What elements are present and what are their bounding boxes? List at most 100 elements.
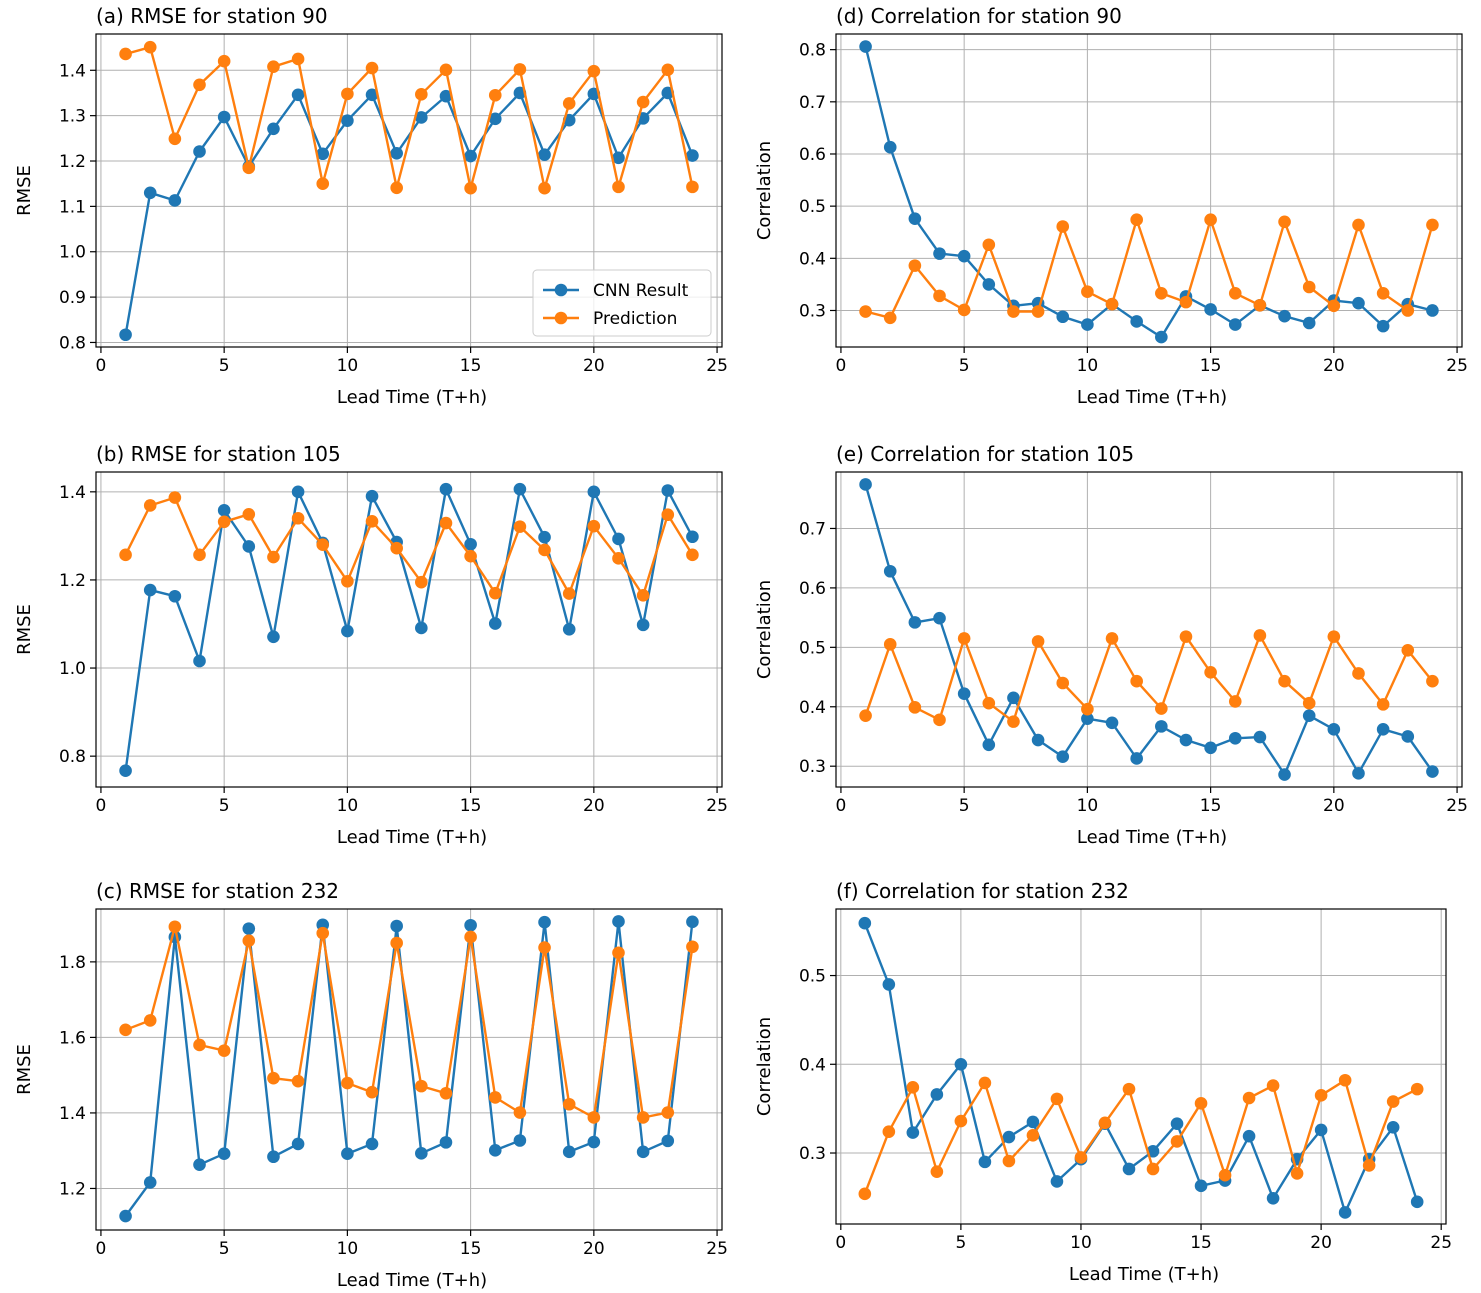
data-point-prediction bbox=[858, 1187, 872, 1201]
data-point-prediction bbox=[464, 930, 477, 944]
x-tick-label: 5 bbox=[219, 356, 230, 376]
data-point-prediction bbox=[464, 181, 477, 195]
data-point-prediction bbox=[1130, 674, 1143, 688]
data-point-cnn bbox=[982, 738, 996, 752]
data-point-prediction bbox=[636, 95, 650, 109]
y-tick-label: 0.7 bbox=[799, 519, 826, 539]
x-tick-label: 0 bbox=[836, 356, 847, 376]
data-point-prediction bbox=[882, 1125, 896, 1139]
data-point-prediction bbox=[1302, 696, 1316, 710]
data-point-prediction bbox=[390, 181, 403, 195]
x-tick-label: 15 bbox=[460, 796, 482, 816]
data-point-prediction bbox=[1081, 702, 1094, 716]
y-tick-label: 1.1 bbox=[59, 197, 86, 217]
data-point-prediction bbox=[883, 638, 897, 651]
data-point-prediction bbox=[513, 63, 527, 76]
data-point-cnn bbox=[587, 1135, 601, 1149]
y-axis-label: Correlation bbox=[754, 580, 775, 679]
data-point-prediction bbox=[1122, 1082, 1136, 1096]
y-tick-label: 0.3 bbox=[799, 1144, 826, 1164]
x-tick-label: 20 bbox=[583, 796, 605, 816]
data-point-cnn bbox=[168, 589, 182, 603]
data-point-prediction bbox=[267, 60, 280, 73]
data-point-prediction bbox=[1179, 295, 1193, 309]
data-point-prediction bbox=[1352, 218, 1365, 232]
data-point-cnn bbox=[1376, 723, 1390, 736]
data-point-prediction bbox=[513, 1106, 527, 1119]
y-tick-label: 1.0 bbox=[59, 659, 86, 679]
chart-a: 0 5 10 15 20 25 0.8 0.9 1.0 1.1 1.2 1.3 1.4 (a) RMSE … bbox=[14, 4, 728, 408]
y-tick-label: 0.5 bbox=[799, 638, 826, 658]
plot-frame bbox=[95, 908, 723, 1231]
data-point-prediction bbox=[365, 515, 379, 528]
data-point-prediction bbox=[883, 311, 897, 325]
data-point-cnn bbox=[439, 1136, 453, 1149]
chart-title: (f) Correlation for station 232 bbox=[836, 879, 1129, 903]
data-point-cnn bbox=[415, 621, 428, 635]
data-point-prediction bbox=[168, 491, 182, 504]
data-point-cnn bbox=[341, 624, 354, 638]
chart-title: (a) RMSE for station 90 bbox=[96, 4, 328, 28]
legend-marker bbox=[554, 283, 568, 297]
data-point-cnn bbox=[193, 145, 206, 158]
x-tick-label: 10 bbox=[337, 796, 359, 816]
data-point-prediction bbox=[1228, 286, 1242, 300]
data-point-prediction bbox=[587, 519, 601, 533]
data-point-cnn bbox=[612, 915, 625, 928]
data-point-prediction bbox=[488, 1091, 502, 1104]
data-point-cnn bbox=[1081, 712, 1094, 725]
data-point-prediction bbox=[1253, 629, 1267, 642]
data-point-cnn bbox=[464, 918, 477, 932]
data-point-prediction bbox=[341, 574, 354, 588]
data-point-prediction bbox=[1155, 286, 1168, 300]
data-point-prediction bbox=[1376, 286, 1390, 300]
data-point-cnn bbox=[1081, 318, 1094, 331]
data-point-cnn bbox=[1130, 315, 1143, 328]
data-point-cnn bbox=[1031, 733, 1045, 747]
data-point-cnn bbox=[957, 249, 971, 263]
data-point-cnn bbox=[1228, 731, 1242, 745]
y-tick-label: 1.2 bbox=[59, 571, 86, 591]
data-point-cnn bbox=[1426, 304, 1439, 317]
data-point-cnn bbox=[193, 1158, 206, 1171]
y-tick-label: 1.0 bbox=[59, 243, 86, 263]
data-point-prediction bbox=[538, 543, 551, 557]
chart-e: 0 5 10 15 20 25 0.3 0.4 0.5 0.6 0.7 (e) Correlation… bbox=[754, 442, 1468, 848]
data-point-prediction bbox=[686, 940, 699, 954]
x-tick-label: 25 bbox=[1446, 796, 1468, 816]
x-tick-label: 10 bbox=[337, 356, 359, 376]
data-point-cnn bbox=[439, 89, 453, 103]
x-tick-label: 20 bbox=[583, 1239, 605, 1259]
data-point-cnn bbox=[488, 112, 502, 126]
data-point-prediction bbox=[612, 552, 625, 565]
data-point-cnn bbox=[267, 630, 280, 644]
data-point-cnn bbox=[612, 151, 625, 165]
data-point-cnn bbox=[1050, 1175, 1064, 1188]
data-point-prediction bbox=[1352, 667, 1365, 680]
y-tick-label: 0.4 bbox=[799, 698, 826, 718]
data-point-prediction bbox=[1031, 305, 1045, 318]
data-point-prediction bbox=[1410, 1082, 1424, 1096]
x-tick-label: 10 bbox=[337, 1239, 359, 1259]
y-tick-label: 1.2 bbox=[59, 152, 86, 172]
data-point-prediction bbox=[1376, 698, 1390, 711]
data-point-cnn bbox=[1155, 720, 1168, 733]
y-axis-label: RMSE bbox=[14, 1044, 35, 1095]
data-point-prediction bbox=[1056, 220, 1070, 233]
data-point-prediction bbox=[661, 508, 675, 522]
data-point-cnn bbox=[390, 147, 403, 160]
data-point-prediction bbox=[1146, 1162, 1160, 1176]
x-axis-label: Lead Time (T+h) bbox=[337, 827, 487, 848]
data-point-prediction bbox=[612, 180, 625, 194]
data-point-cnn bbox=[1155, 330, 1168, 344]
plot-frame bbox=[835, 908, 1447, 1225]
data-point-prediction bbox=[1204, 213, 1217, 227]
chart-title: (c) RMSE for station 232 bbox=[96, 879, 339, 903]
data-point-prediction bbox=[661, 1106, 675, 1119]
legend-marker bbox=[554, 311, 568, 325]
data-point-prediction bbox=[242, 934, 256, 948]
data-point-cnn bbox=[513, 1134, 527, 1147]
data-point-cnn bbox=[1426, 765, 1439, 778]
data-point-cnn bbox=[908, 212, 922, 225]
data-point-prediction bbox=[587, 64, 601, 78]
